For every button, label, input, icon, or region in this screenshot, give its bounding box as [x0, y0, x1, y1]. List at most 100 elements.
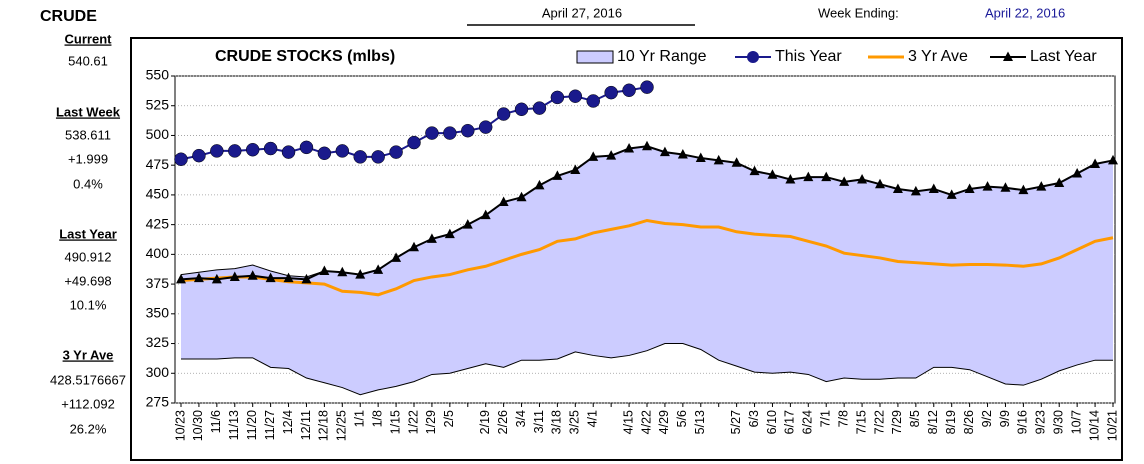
y-tick-label: 475 [146, 156, 170, 172]
range-edge [181, 343, 1113, 396]
point [371, 150, 385, 164]
x-tick-label: 12/4 [281, 410, 295, 434]
stat-value: 538.611 [65, 127, 111, 142]
point [444, 228, 455, 239]
stat-value: +1.999 [68, 151, 108, 166]
point [516, 191, 527, 202]
point [335, 144, 350, 158]
y-tick-label: 500 [146, 126, 170, 142]
legend-label: 10 Yr Range [617, 48, 707, 65]
point [228, 144, 242, 158]
x-tick-label: 8/12 [926, 410, 940, 434]
y-tick-label: 300 [146, 364, 170, 380]
point [695, 152, 706, 163]
point [624, 143, 635, 153]
point [875, 178, 885, 189]
x-tick-label: 4/1 [586, 410, 600, 427]
point [892, 183, 903, 193]
stat-value: +49.698 [64, 273, 111, 288]
point [928, 183, 939, 193]
point [211, 273, 222, 284]
point [299, 140, 314, 155]
page-title: CRUDE [40, 8, 97, 25]
point [731, 157, 742, 167]
x-tick-label: 6/3 [747, 410, 761, 427]
x-tick-label: 12/18 [317, 410, 331, 441]
x-tick-label: 8/5 [908, 410, 922, 427]
point [570, 164, 581, 174]
stat-label: 3 Yr Ave [63, 347, 114, 362]
point [319, 265, 330, 276]
x-tick-label: 6/17 [783, 410, 797, 434]
point [532, 101, 547, 115]
range-band [181, 146, 1113, 395]
point [192, 148, 206, 163]
point [353, 150, 367, 164]
point [229, 271, 240, 281]
point [767, 169, 778, 179]
legend-marker [747, 51, 759, 63]
point [642, 140, 652, 151]
point [498, 196, 509, 207]
y-tick-label: 275 [146, 394, 170, 410]
x-tick-label: 2/19 [478, 410, 492, 434]
point [425, 126, 439, 140]
x-tick-label: 9/2 [980, 410, 994, 427]
stat-value: 10.1% [70, 297, 107, 312]
point [389, 145, 403, 159]
point [785, 173, 796, 184]
point [1090, 158, 1101, 168]
point [803, 171, 814, 182]
x-tick-label: 10/23 [173, 410, 187, 441]
report-date: April 27, 2016 [542, 5, 622, 20]
x-tick-label: 7/29 [890, 410, 904, 434]
point [552, 170, 563, 180]
x-tick-label: 9/30 [1052, 410, 1066, 434]
point [910, 185, 921, 196]
point [373, 264, 384, 274]
x-tick-label: 7/8 [836, 410, 850, 427]
week-date: April 22, 2016 [985, 5, 1065, 20]
x-tick-label: 7/22 [872, 410, 886, 434]
x-tick-label: 1/1 [353, 410, 367, 427]
point [443, 126, 457, 140]
x-tick-label: 4/15 [621, 410, 635, 434]
y-tick-label: 325 [146, 334, 170, 350]
point [659, 146, 670, 157]
y-tick-label: 350 [146, 305, 170, 321]
week-label: Week Ending: [818, 5, 899, 20]
point [462, 219, 473, 229]
point [946, 189, 957, 199]
x-tick-label: 7/15 [854, 410, 868, 434]
y-tick-label: 450 [146, 186, 170, 202]
y-tick-label: 525 [146, 96, 170, 112]
x-tick-label: 10/30 [191, 410, 205, 441]
y-tick-label: 375 [146, 275, 170, 291]
point [839, 176, 850, 186]
point [426, 233, 437, 243]
point [713, 154, 724, 165]
stat-value: 26.2% [70, 421, 107, 436]
point [265, 272, 276, 283]
x-tick-label: 12/25 [335, 410, 349, 441]
y-tick-label: 550 [146, 67, 170, 83]
point [301, 273, 312, 284]
point [622, 83, 636, 98]
series-line [180, 218, 1114, 297]
stat-value: 0.4% [73, 176, 103, 191]
point [407, 135, 421, 150]
x-tick-label: 1/29 [424, 410, 438, 434]
stat-value: 540.61 [68, 53, 108, 68]
x-tick-label: 11/20 [245, 410, 259, 440]
x-tick-label: 7/1 [819, 410, 833, 427]
point [1036, 181, 1047, 191]
x-tick-label: 3/25 [568, 410, 582, 434]
legend-label: Last Year [1030, 48, 1097, 65]
x-tick-label: 11/6 [209, 410, 223, 433]
point [355, 269, 366, 279]
x-tick-label: 1/22 [406, 410, 420, 434]
point [496, 107, 511, 121]
stat-label: Current [65, 31, 113, 46]
point [1054, 177, 1065, 188]
